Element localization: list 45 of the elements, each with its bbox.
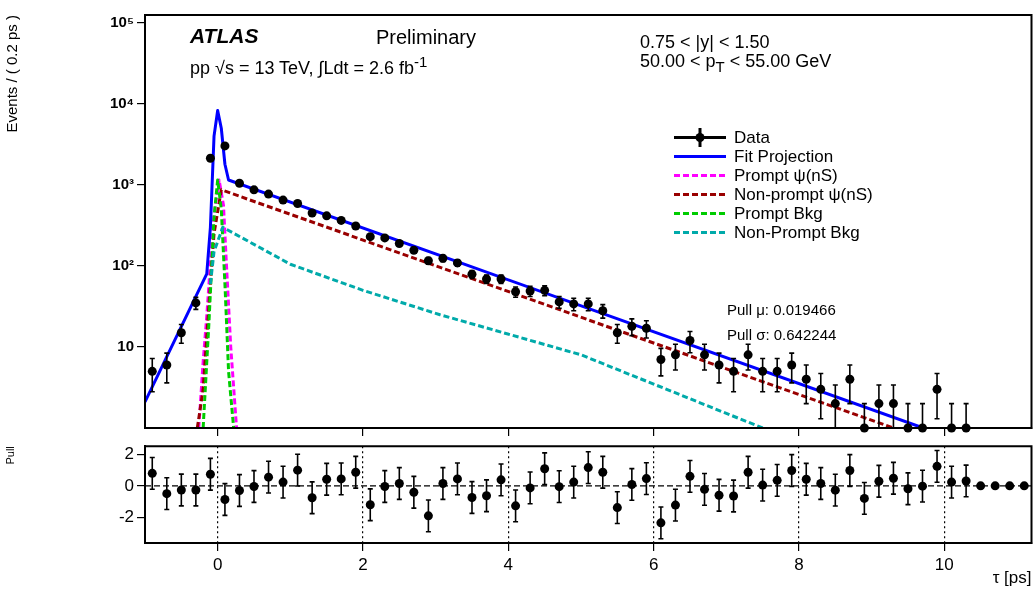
point bbox=[234, 178, 244, 188]
point bbox=[380, 233, 390, 243]
point bbox=[365, 232, 375, 242]
y-tick-label: 10 bbox=[117, 337, 134, 355]
y-tick-label: -2 bbox=[118, 507, 134, 527]
y-axis-title: Events / ( 0.2 ps ) bbox=[3, 15, 21, 133]
y-tick-label: 2 bbox=[124, 443, 134, 463]
y-tick-label: 10² bbox=[112, 256, 134, 274]
point bbox=[249, 185, 259, 195]
annotation: 0.75 < |y| < 1.50 bbox=[640, 32, 770, 52]
x-tick-label: 8 bbox=[794, 554, 804, 574]
annotation: pp √s = 13 TeV, ∫Ldt = 2.6 fb$^{-1}$ bbox=[190, 52, 428, 78]
annotation: Preliminary bbox=[376, 26, 477, 48]
x-tick-label: 6 bbox=[648, 554, 659, 574]
y-tick-label: 10³ bbox=[112, 175, 134, 193]
annotation: Pull σ: 0.642244 bbox=[727, 325, 837, 345]
annotation: 50.00 < p$_{T}$ < 55.00 GeV bbox=[640, 51, 832, 77]
point bbox=[336, 215, 346, 225]
y-tick-label: 10⁴ bbox=[109, 94, 134, 112]
legend-label: Fit Projection bbox=[734, 147, 834, 166]
point bbox=[264, 189, 274, 199]
y-axis-title: Pull bbox=[3, 446, 16, 465]
y-tick-label: 10⁵ bbox=[110, 12, 134, 30]
point bbox=[205, 153, 215, 163]
point bbox=[278, 195, 288, 205]
legend-label: Data bbox=[734, 128, 770, 147]
x-tick-label: 10 bbox=[934, 554, 954, 574]
x-tick-label: 0 bbox=[212, 554, 223, 574]
point bbox=[322, 211, 332, 221]
point bbox=[351, 221, 361, 231]
legend-label: Prompt ψ(nS) bbox=[734, 166, 838, 185]
point bbox=[293, 198, 303, 208]
legend-label: Prompt Bkg bbox=[734, 204, 823, 223]
x-tick-label: 2 bbox=[358, 554, 368, 574]
line-series bbox=[195, 188, 895, 428]
x-tick-label: 4 bbox=[503, 554, 514, 574]
x-axis-title: τ [ps] bbox=[992, 568, 1032, 588]
annotation: ATLAS bbox=[190, 24, 259, 47]
annotation: Pull μ: 0.019466 bbox=[727, 300, 836, 320]
point bbox=[220, 141, 230, 151]
legend-label: Non-prompt ψ(nS) bbox=[734, 185, 873, 204]
y-tick-label: 0 bbox=[124, 475, 134, 495]
point bbox=[307, 208, 317, 218]
point bbox=[394, 239, 404, 249]
legend-label: Non-Prompt Bkg bbox=[734, 223, 860, 242]
